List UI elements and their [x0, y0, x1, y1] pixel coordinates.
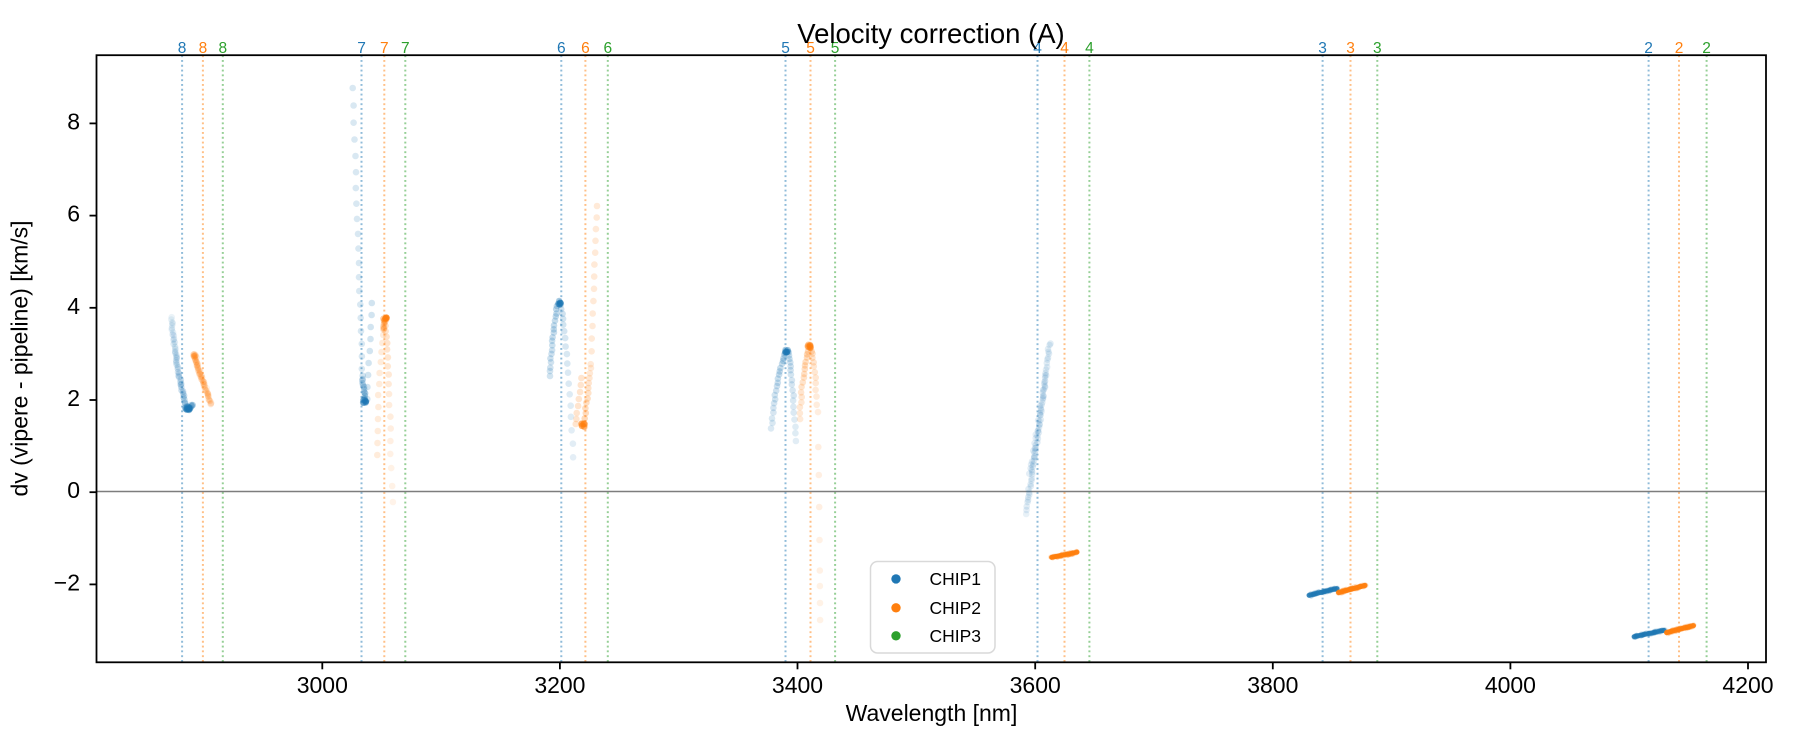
svg-text:8: 8 — [67, 108, 80, 134]
svg-text:4: 4 — [67, 293, 80, 319]
svg-text:7: 7 — [401, 40, 410, 57]
svg-text:6: 6 — [603, 40, 612, 57]
svg-text:3: 3 — [1346, 40, 1355, 57]
svg-text:4200: 4200 — [1722, 672, 1773, 698]
svg-text:4000: 4000 — [1485, 672, 1536, 698]
svg-text:4: 4 — [1085, 40, 1094, 57]
svg-text:Velocity correction (A): Velocity correction (A) — [797, 18, 1064, 49]
svg-text:6: 6 — [581, 40, 590, 57]
svg-text:8: 8 — [178, 40, 187, 57]
svg-text:dv (vipere - pipeline) [km/s]: dv (vipere - pipeline) [km/s] — [7, 220, 33, 496]
svg-text:3400: 3400 — [772, 672, 823, 698]
svg-text:3000: 3000 — [297, 672, 348, 698]
svg-text:7: 7 — [380, 40, 389, 57]
svg-text:5: 5 — [781, 40, 790, 57]
svg-text:3: 3 — [1373, 40, 1382, 57]
svg-text:Wavelength [nm]: Wavelength [nm] — [846, 700, 1018, 726]
svg-text:2: 2 — [1675, 40, 1684, 57]
svg-text:3800: 3800 — [1247, 672, 1298, 698]
svg-text:CHIP3: CHIP3 — [930, 626, 982, 646]
svg-text:5: 5 — [831, 40, 840, 57]
svg-text:8: 8 — [218, 40, 227, 57]
svg-text:6: 6 — [557, 40, 566, 57]
svg-text:5: 5 — [806, 40, 815, 57]
svg-text:2: 2 — [1702, 40, 1711, 57]
svg-text:7: 7 — [357, 40, 366, 57]
svg-text:3600: 3600 — [1010, 672, 1061, 698]
svg-text:4: 4 — [1033, 40, 1042, 57]
svg-text:2: 2 — [1644, 40, 1653, 57]
svg-text:CHIP2: CHIP2 — [930, 598, 982, 618]
svg-text:3: 3 — [1318, 40, 1327, 57]
svg-text:3200: 3200 — [534, 672, 585, 698]
svg-text:−2: −2 — [54, 569, 80, 595]
svg-text:4: 4 — [1060, 40, 1069, 57]
svg-text:CHIP1: CHIP1 — [930, 569, 982, 589]
svg-text:8: 8 — [199, 40, 208, 57]
svg-text:2: 2 — [67, 385, 80, 411]
svg-text:6: 6 — [67, 201, 80, 227]
svg-text:0: 0 — [67, 477, 80, 503]
